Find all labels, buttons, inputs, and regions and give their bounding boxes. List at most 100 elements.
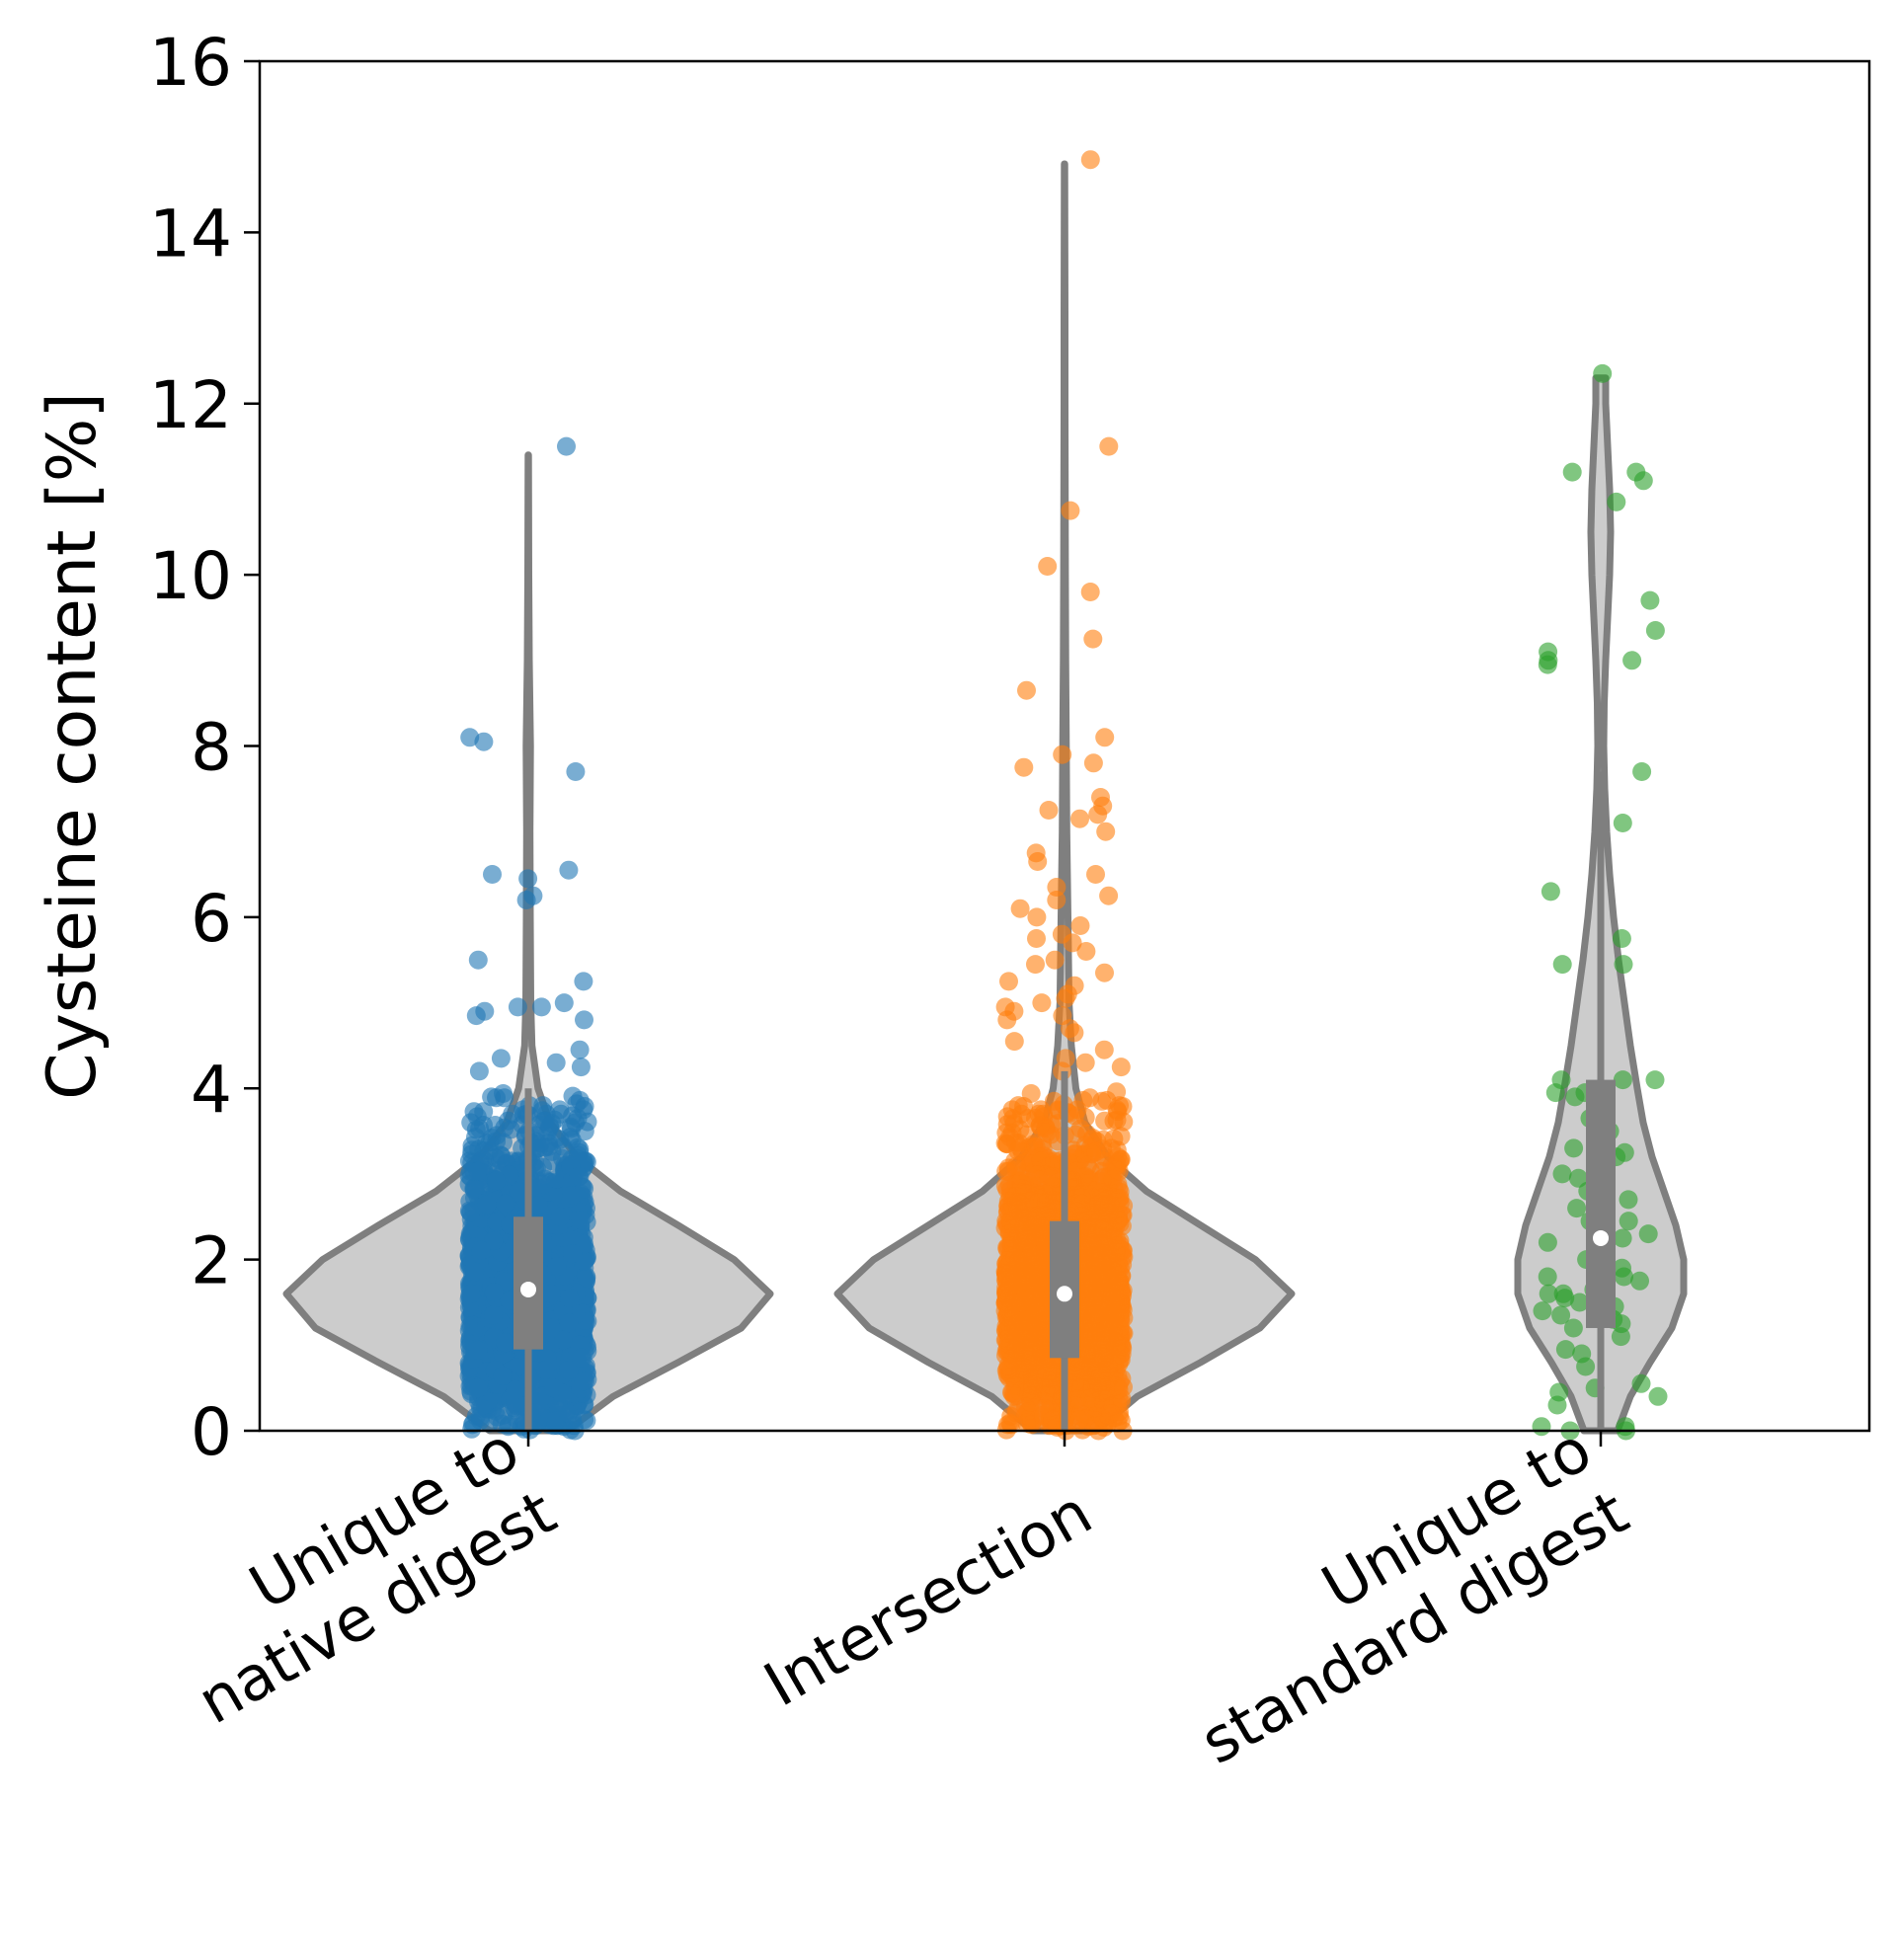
data-point [1066, 1125, 1085, 1144]
data-point [506, 1379, 525, 1399]
data-point [574, 972, 593, 991]
y-tick-label: 8 [191, 710, 232, 786]
data-point [1648, 1386, 1668, 1406]
data-point [466, 1006, 486, 1026]
data-point [1640, 590, 1660, 610]
data-point [1613, 814, 1632, 832]
data-point [1612, 929, 1631, 948]
data-point [1080, 583, 1100, 601]
data-point [1018, 1198, 1038, 1217]
data-point [477, 1195, 497, 1215]
data-point [1096, 822, 1116, 841]
data-point [1563, 1318, 1583, 1338]
data-point [516, 891, 536, 909]
data-point [559, 1404, 579, 1424]
data-point [1107, 1140, 1127, 1160]
data-point [572, 1348, 591, 1368]
data-point [496, 1333, 515, 1353]
data-point [1080, 1313, 1100, 1333]
data-point [1032, 993, 1052, 1013]
data-point [1072, 1194, 1092, 1214]
data-point [999, 972, 1018, 991]
data-point [1094, 1040, 1114, 1059]
data-point [1107, 1160, 1127, 1180]
data-point [1613, 1228, 1632, 1248]
data-point [464, 1179, 484, 1199]
y-tick-label: 2 [191, 1223, 232, 1299]
x-tick-label-line: Intersection [752, 1476, 1104, 1721]
data-point [1027, 907, 1047, 927]
data-point [1533, 1301, 1552, 1321]
data-point [1102, 1214, 1122, 1233]
data-point [469, 1061, 489, 1081]
data-point [1107, 1110, 1127, 1130]
y-tick-label: 4 [191, 1052, 232, 1128]
y-tick-label: 0 [191, 1394, 232, 1470]
data-point [1100, 1194, 1120, 1214]
data-point [1095, 1299, 1115, 1319]
violin-body-1 [282, 451, 774, 1435]
data-point [1613, 1070, 1632, 1090]
data-point [1061, 501, 1080, 520]
data-point [1039, 801, 1059, 820]
data-point [460, 1203, 480, 1222]
data-point [997, 1360, 1017, 1379]
data-point [528, 1196, 548, 1215]
data-point [1076, 1277, 1096, 1295]
data-point [1010, 899, 1030, 918]
data-point [570, 1040, 590, 1059]
data-point [1619, 1212, 1638, 1231]
data-point [1075, 1053, 1095, 1072]
data-point [1045, 1191, 1064, 1211]
y-axis-label: Cysteine content [%] [34, 392, 112, 1100]
data-point [1552, 955, 1572, 975]
y-tick-label: 14 [149, 196, 232, 272]
data-point [518, 869, 538, 889]
data-point [1576, 1357, 1596, 1376]
data-point [1019, 1373, 1039, 1393]
data-point [997, 1010, 1017, 1030]
data-point [1538, 655, 1557, 674]
data-point [1096, 1260, 1116, 1280]
data-point [1555, 1340, 1575, 1360]
data-point [1026, 1246, 1046, 1266]
data-point [1026, 955, 1045, 975]
y-tick-label: 12 [149, 367, 232, 443]
data-point [1021, 1392, 1041, 1412]
data-point [471, 1240, 491, 1260]
y-tick-label: 6 [191, 881, 232, 957]
data-point [1065, 1023, 1084, 1043]
data-point [1070, 809, 1089, 828]
data-point [1027, 929, 1046, 948]
data-point [483, 865, 502, 884]
data-point [996, 1214, 1016, 1233]
data-point [1083, 753, 1103, 773]
data-point [1547, 1395, 1567, 1415]
data-point [574, 1372, 593, 1391]
data-point [1006, 1156, 1026, 1176]
data-point [1056, 988, 1075, 1008]
data-point [1009, 1334, 1029, 1354]
data-point [1028, 852, 1048, 871]
data-point [1099, 886, 1119, 905]
data-point [491, 1049, 511, 1068]
data-point [1010, 1120, 1030, 1139]
data-point [461, 1284, 481, 1303]
data-point [1614, 955, 1633, 975]
data-point [1031, 1151, 1051, 1171]
data-point [1017, 680, 1036, 700]
data-point [576, 1151, 595, 1171]
median-marker-3 [1593, 1229, 1609, 1246]
data-point [1097, 1090, 1117, 1110]
data-point [1638, 1224, 1658, 1244]
data-point [1014, 757, 1034, 777]
data-point [1615, 1267, 1633, 1287]
data-point [559, 860, 579, 880]
data-point [468, 1341, 488, 1360]
data-point [531, 997, 551, 1017]
data-point [1076, 942, 1096, 961]
data-point [1552, 1164, 1572, 1184]
data-point [468, 1161, 488, 1181]
